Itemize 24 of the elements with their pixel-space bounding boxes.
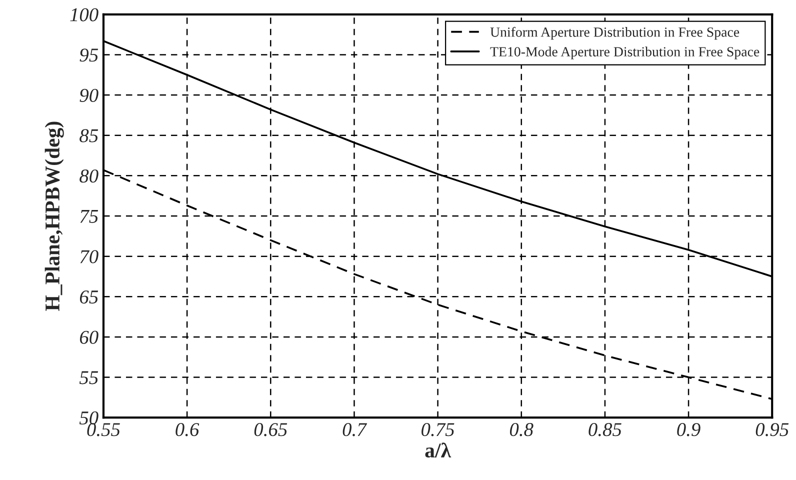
- legend-label: Uniform Aperture Distribution in Free Space: [490, 26, 740, 40]
- x-tick-label: 0.9: [677, 423, 700, 436]
- y-axis-title: H_Plane,HPBW(deg): [44, 122, 64, 311]
- y-tick-label: 55: [79, 371, 98, 384]
- x-tick-label: 0.8: [510, 423, 534, 436]
- x-tick-label: 0.75: [422, 423, 454, 436]
- x-tick-label: 0.6: [176, 423, 200, 436]
- x-tick-label: 0.95: [756, 423, 789, 436]
- y-tick-label: 80: [80, 169, 98, 183]
- x-axis-title: a/λ: [425, 442, 452, 458]
- y-tick-label: 50: [79, 411, 98, 425]
- y-tick-label: 100: [70, 8, 98, 22]
- y-tick-label: 85: [80, 129, 98, 142]
- y-tick-label: 95: [80, 48, 98, 62]
- x-tick-label: 0.85: [588, 423, 622, 436]
- y-tick-label: 90: [80, 88, 98, 102]
- legend-label: TE10-Mode Aperture Distribution in Free Space: [490, 46, 760, 60]
- y-tick-label: 65: [80, 290, 98, 304]
- x-tick-label: 0.65: [254, 423, 288, 436]
- x-tick-label: 0.55: [87, 423, 120, 436]
- x-tick-label: 0.7: [342, 423, 368, 436]
- y-tick-label: 60: [80, 330, 98, 344]
- y-tick-label: 70: [80, 250, 98, 264]
- y-tick-label: 75: [80, 210, 98, 223]
